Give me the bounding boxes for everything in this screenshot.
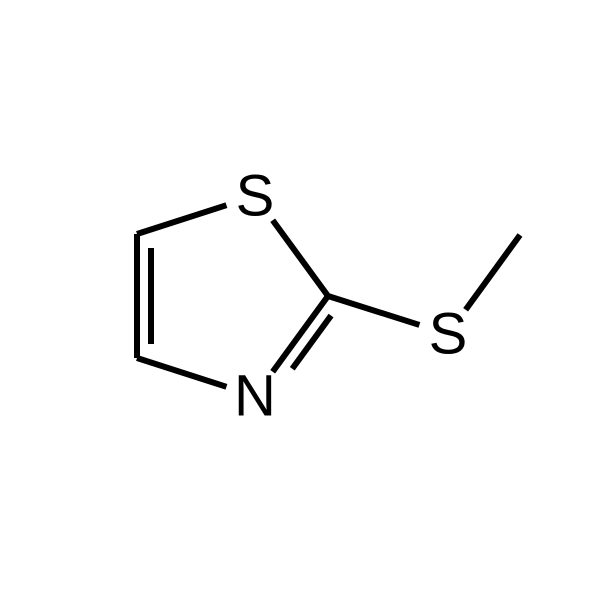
atom-label-s: S: [236, 164, 275, 229]
bond-line: [328, 296, 419, 325]
bond-line: [273, 220, 328, 296]
bond-line: [292, 316, 331, 369]
bond-line: [466, 235, 520, 310]
molecule-diagram: S N S: [0, 0, 600, 600]
atom-label-n: N: [234, 364, 276, 429]
bond-line: [137, 358, 226, 387]
atom-label-s: S: [429, 302, 468, 367]
bond-line: [137, 205, 226, 234]
